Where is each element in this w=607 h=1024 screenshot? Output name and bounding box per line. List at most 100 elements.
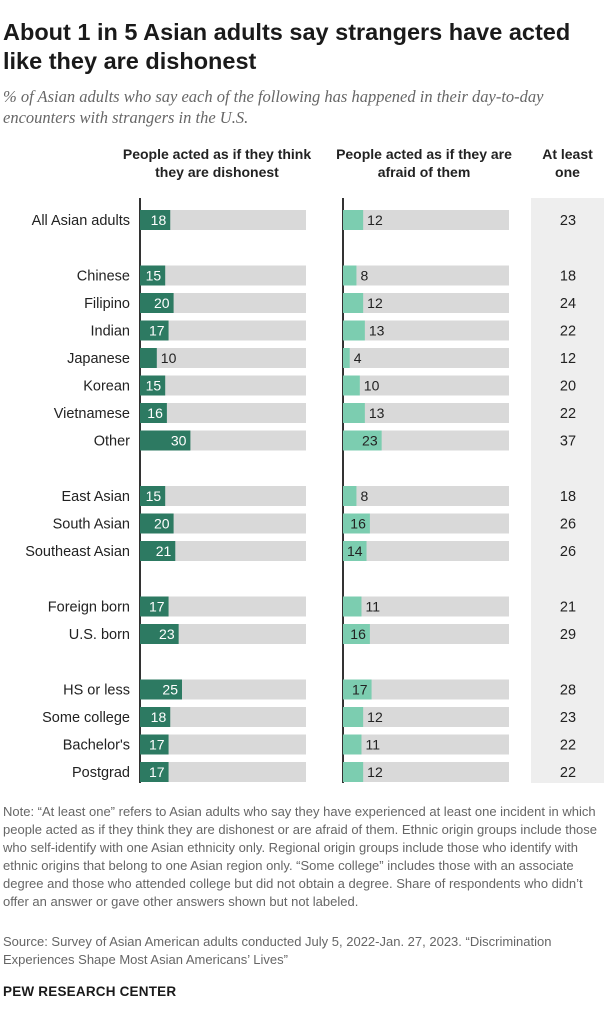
dishonest-value-south-asian: 20: [154, 516, 170, 532]
afraid-track-korean: [343, 375, 509, 396]
afraid-bar-southeast-asian: [343, 541, 367, 561]
afraid-bar-japanese: [343, 348, 350, 368]
afraid-track-hs-or-less: [343, 679, 509, 700]
at-least-one-value-all-asian-adults: 23: [560, 213, 576, 229]
at-least-one-value-hs-or-less: 28: [560, 683, 576, 699]
afraid-track-south-asian: [343, 513, 509, 534]
dishonest-track-u-s-born: [140, 624, 306, 644]
dishonest-track-vietnamese: [140, 403, 306, 423]
afraid-value-some-college: 12: [367, 709, 383, 725]
dishonest-value-postgrad: 17: [149, 764, 165, 780]
afraid-bar-east-asian: [343, 486, 357, 506]
dishonest-track-korean: [140, 375, 306, 396]
category-label-vietnamese: Vietnamese: [54, 406, 130, 422]
column-header-afraid: People acted as if they are afraid of th…: [336, 146, 512, 180]
dishonest-track-japanese: [140, 348, 306, 368]
dishonest-track-filipino: [140, 293, 306, 313]
category-label-some-college: Some college: [42, 710, 130, 726]
at-least-one-value-chinese: 18: [560, 269, 576, 285]
afraid-track-foreign-born: [343, 596, 509, 617]
afraid-track-chinese: [343, 265, 509, 286]
dishonest-bar-some-college: [140, 707, 171, 727]
afraid-value-all-asian-adults: 12: [367, 212, 383, 228]
dishonest-track-indian: [140, 320, 306, 341]
afraid-value-chinese: 8: [360, 268, 368, 284]
at-least-one-value-foreign-born: 21: [560, 600, 576, 616]
afraid-value-filipino: 12: [367, 295, 383, 311]
at-least-one-value-indian: 22: [560, 324, 576, 340]
at-least-one-value-bachelor-s: 22: [560, 738, 576, 754]
afraid-track-vietnamese: [343, 403, 509, 423]
afraid-value-other: 23: [362, 433, 378, 449]
dishonest-value-all-asian-adults: 18: [151, 212, 167, 228]
column-header-dishonest: People acted as if they think they are d…: [122, 146, 312, 180]
category-label-south-asian: South Asian: [53, 517, 130, 533]
afraid-bar-u-s-born: [343, 624, 370, 644]
afraid-value-bachelor-s: 11: [365, 737, 380, 753]
afraid-bar-chinese: [343, 265, 357, 286]
dishonest-bar-hs-or-less: [140, 679, 182, 700]
dishonest-bar-foreign-born: [140, 596, 169, 617]
dishonest-value-some-college: 18: [151, 709, 167, 725]
afraid-bar-postgrad: [343, 762, 364, 782]
dishonest-bar-southeast-asian: [140, 541, 176, 561]
afraid-track-u-s-born: [343, 624, 509, 644]
afraid-value-u-s-born: 16: [350, 626, 366, 642]
afraid-bar-vietnamese: [343, 403, 365, 423]
category-label-other: Other: [94, 434, 130, 450]
afraid-track-other: [343, 430, 509, 451]
at-least-one-column-shading: [531, 198, 604, 783]
category-label-east-asian: East Asian: [61, 489, 130, 505]
afraid-track-bachelor-s: [343, 734, 509, 755]
category-label-all-asian-adults: All Asian adults: [32, 213, 130, 229]
dishonest-value-southeast-asian: 21: [156, 543, 172, 559]
afraid-value-foreign-born: 11: [365, 599, 380, 615]
at-least-one-value-other: 37: [560, 434, 576, 450]
afraid-track-japanese: [343, 348, 509, 368]
afraid-bar-hs-or-less: [343, 679, 372, 700]
category-label-hs-or-less: HS or less: [63, 683, 130, 699]
afraid-bar-south-asian: [343, 513, 370, 534]
dishonest-value-other: 30: [171, 433, 187, 449]
afraid-bar-korean: [343, 375, 360, 396]
dishonest-value-foreign-born: 17: [149, 599, 165, 615]
category-label-chinese: Chinese: [77, 269, 130, 285]
category-label-postgrad: Postgrad: [72, 765, 130, 781]
afraid-bar-foreign-born: [343, 596, 362, 617]
afraid-track-postgrad: [343, 762, 509, 782]
dishonest-bar-indian: [140, 320, 169, 341]
dishonest-bar-filipino: [140, 293, 174, 313]
afraid-track-filipino: [343, 293, 509, 313]
dishonest-bar-u-s-born: [140, 624, 179, 644]
afraid-track-some-college: [343, 707, 509, 727]
dishonest-value-u-s-born: 23: [159, 626, 175, 642]
dishonest-track-bachelor-s: [140, 734, 306, 755]
dishonest-bar-korean: [140, 375, 166, 396]
afraid-bar-all-asian-adults: [343, 210, 364, 230]
dishonest-value-vietnamese: 16: [147, 405, 163, 421]
afraid-value-east-asian: 8: [360, 488, 368, 504]
dishonest-value-hs-or-less: 25: [162, 682, 178, 698]
afraid-track-indian: [343, 320, 509, 341]
dishonest-bar-postgrad: [140, 762, 169, 782]
at-least-one-value-east-asian: 18: [560, 489, 576, 505]
category-label-japanese: Japanese: [67, 351, 130, 367]
afraid-bar-some-college: [343, 707, 364, 727]
afraid-bar-indian: [343, 320, 365, 341]
dishonest-value-east-asian: 15: [146, 488, 162, 504]
afraid-value-vietnamese: 13: [369, 405, 385, 421]
category-label-korean: Korean: [83, 379, 130, 395]
category-label-foreign-born: Foreign born: [48, 600, 130, 616]
dishonest-track-east-asian: [140, 486, 306, 506]
chart-source: Source: Survey of Asian American adults …: [3, 934, 552, 967]
at-least-one-value-japanese: 12: [560, 351, 576, 367]
afraid-value-hs-or-less: 17: [352, 682, 368, 698]
afraid-value-south-asian: 16: [350, 516, 366, 532]
dishonest-bar-south-asian: [140, 513, 174, 534]
dishonest-bar-vietnamese: [140, 403, 167, 423]
dishonest-bar-other: [140, 430, 191, 451]
category-label-filipino: Filipino: [84, 296, 130, 312]
afraid-bar-filipino: [343, 293, 364, 313]
afraid-value-japanese: 4: [354, 350, 362, 366]
dishonest-track-chinese: [140, 265, 306, 286]
